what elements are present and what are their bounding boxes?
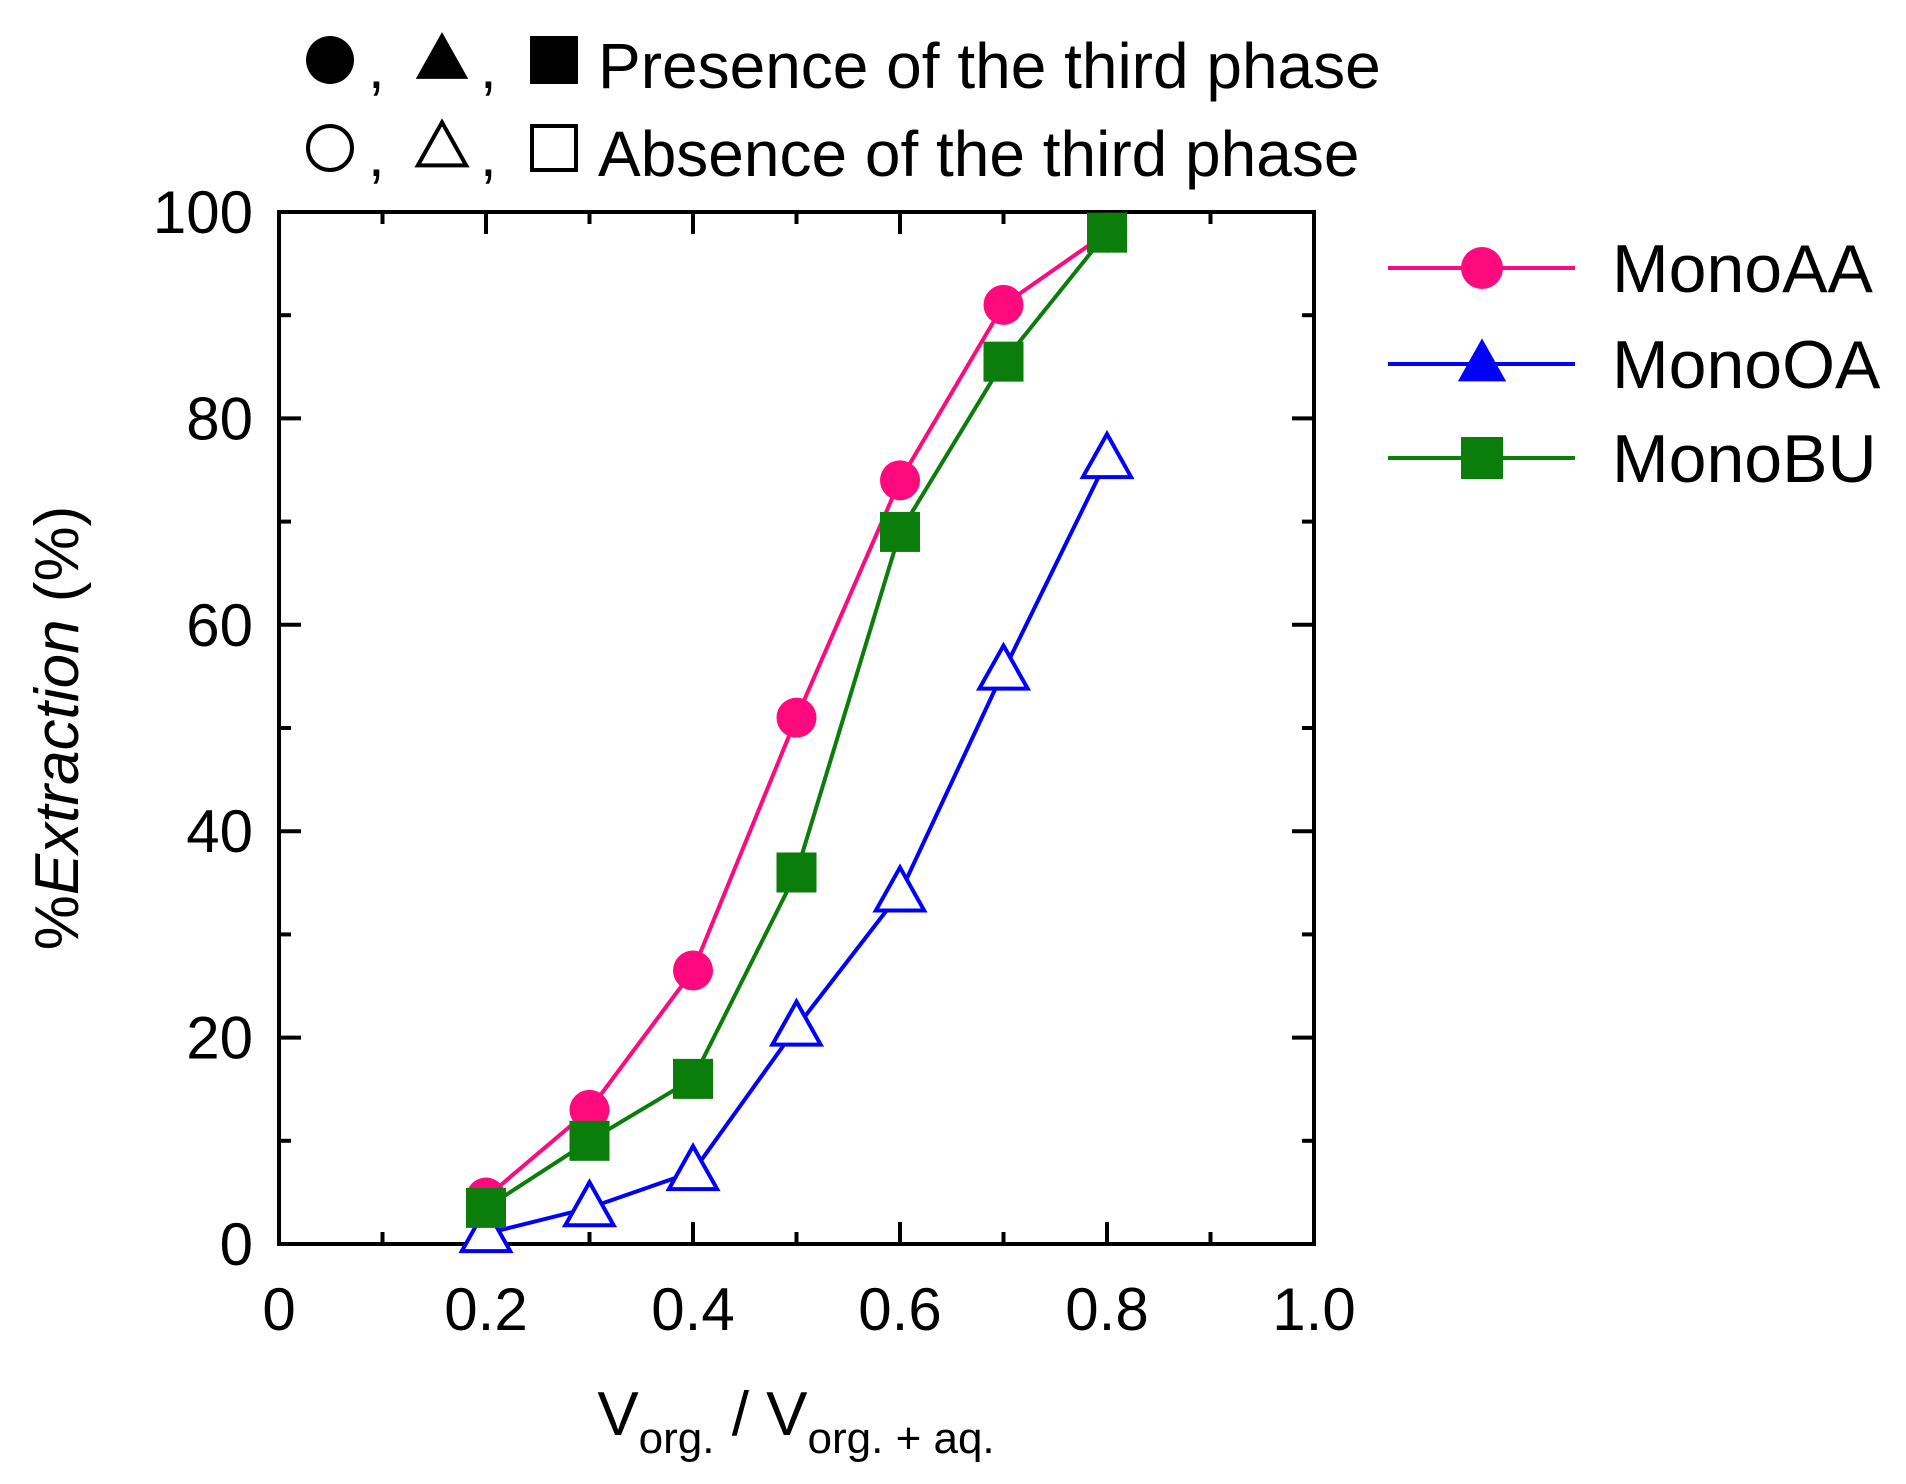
legend-entry-MonoAA: MonoAA — [1388, 231, 1873, 307]
legend-label: MonoAA — [1612, 231, 1873, 307]
y-tick-label: 80 — [186, 385, 253, 452]
series-MonoOA — [458, 429, 1135, 1254]
legend-marker — [1461, 437, 1503, 479]
legend: MonoAA MonoOA MonoBU — [1388, 231, 1881, 497]
data-point-MonoOA — [872, 863, 928, 913]
series-MonoBU — [466, 212, 1127, 1228]
annotation-symbol-circle — [306, 124, 354, 172]
y-tick-label: 100 — [153, 179, 253, 246]
data-point-MonoBU — [673, 1058, 713, 1099]
data-point-MonoBU — [1087, 212, 1127, 253]
annotation-text: Absence of the third phase — [598, 118, 1359, 190]
legend-marker — [1457, 338, 1507, 382]
data-point-MonoAA — [880, 460, 920, 501]
data-point-MonoOA — [458, 1203, 514, 1254]
axis-tick-labels: 0 0.2 0.4 0.6 0.8 1.0 0 20 40 60 80 100 — [153, 179, 1356, 1343]
annotation-symbol-triangle — [415, 32, 469, 79]
series-layer — [458, 212, 1135, 1254]
data-point-MonoBU — [466, 1187, 506, 1228]
annotation-text: Presence of the third phase — [598, 30, 1381, 102]
annotation-symbol-circle — [306, 36, 354, 84]
annotation-symbol-square — [530, 124, 578, 172]
x-tick-label: 0.8 — [1065, 1276, 1148, 1343]
y-tick-label: 20 — [186, 1005, 253, 1072]
annotation-separator: , — [368, 34, 385, 101]
data-point-MonoOA — [561, 1178, 618, 1228]
annotation-symbol-square — [530, 36, 578, 84]
x-tick-label: 0.4 — [651, 1276, 734, 1343]
x-tick-label: 1.0 — [1272, 1276, 1355, 1343]
y-axis-label: %Extraction (%) — [23, 506, 92, 950]
annotation-symbol-triangle — [414, 118, 470, 168]
legend-label: MonoOA — [1612, 327, 1881, 403]
data-point-MonoOA — [1079, 429, 1135, 480]
annotation-separator: , — [480, 122, 497, 189]
series-MonoAA — [466, 212, 1127, 1218]
data-point-MonoOA — [768, 997, 825, 1047]
x-tick-label: 0.6 — [858, 1276, 941, 1343]
x-axis-label: Vorg. / Vorg. + aq. — [597, 1380, 994, 1463]
y-tick-label: 60 — [186, 592, 253, 659]
legend-entry-MonoBU: MonoBU — [1388, 421, 1877, 497]
data-point-MonoBU — [569, 1120, 610, 1161]
data-point-MonoBU — [776, 852, 817, 893]
data-point-MonoOA — [975, 641, 1032, 691]
y-tick-label: 40 — [186, 798, 253, 865]
data-point-MonoOA — [665, 1142, 721, 1192]
legend-label: MonoBU — [1612, 421, 1877, 497]
legend-entry-MonoOA: MonoOA — [1388, 327, 1881, 403]
marker-key-annotation: ,, Presence of the third phase ,, Absence … — [306, 30, 1381, 190]
annotation-separator: , — [368, 122, 385, 189]
data-point-MonoAA — [673, 950, 713, 991]
data-point-MonoBU — [983, 341, 1024, 382]
annotation-filled-row: ,, Presence of the third phase — [306, 30, 1381, 102]
data-point-MonoAA — [569, 1089, 610, 1130]
annotation-separator: , — [480, 34, 497, 101]
annotation-open-row: ,, Absence of the third phase — [306, 118, 1359, 190]
x-tick-label: 0 — [262, 1276, 295, 1343]
y-tick-label: 0 — [220, 1211, 253, 1278]
data-point-MonoAA — [776, 697, 817, 738]
x-tick-label: 0.2 — [444, 1276, 527, 1343]
data-point-MonoBU — [880, 511, 920, 552]
data-point-MonoAA — [983, 284, 1024, 325]
legend-marker — [1461, 247, 1503, 289]
